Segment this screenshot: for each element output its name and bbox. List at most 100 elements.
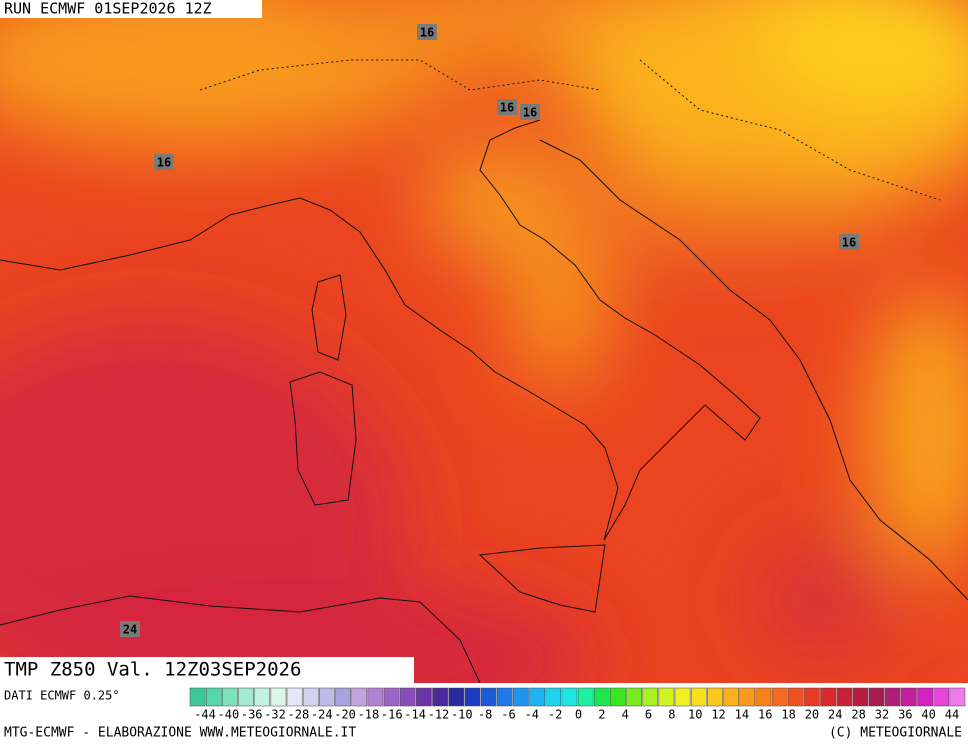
source-label: DATI ECMWF 0.25° — [4, 689, 120, 703]
colorbar-label: -28 — [288, 708, 310, 722]
colorbar-label: 40 — [921, 708, 935, 722]
footer-right: (C) METEOGIORNALE — [829, 726, 962, 741]
colorbar-label: -16 — [381, 708, 403, 722]
colorbar-cell — [626, 687, 642, 707]
header-box — [0, 0, 262, 18]
colorbar-label: 12 — [711, 708, 725, 722]
colorbar-label: -14 — [404, 708, 426, 722]
colorbar-cell — [561, 687, 578, 707]
colorbar-label: -20 — [334, 708, 356, 722]
colorbar-cell — [771, 687, 788, 707]
colorbar-cell — [286, 687, 303, 707]
colorbar-label: -10 — [451, 708, 473, 722]
colorbar-cell — [836, 687, 853, 707]
contour-label-box — [497, 99, 517, 115]
colorbar-cell — [901, 687, 917, 707]
contour-label: 16 — [500, 101, 514, 115]
colorbar-label: -8 — [478, 708, 492, 722]
colorbar-label: 44 — [945, 708, 959, 722]
colorbar-label: -32 — [264, 708, 286, 722]
colorbar-cell — [496, 687, 513, 707]
colorbar-label: -24 — [311, 708, 333, 722]
contour-label-box — [520, 104, 540, 120]
colorbar-cell — [254, 687, 271, 707]
colorbar-cell — [577, 687, 594, 707]
colorbar-cell — [383, 687, 400, 707]
colorbar-label: 24 — [828, 708, 842, 722]
colorbar-label: 16 — [758, 708, 772, 722]
colorbar-cell — [367, 687, 384, 707]
colorbar-cell — [351, 687, 368, 707]
colorbar-cell — [302, 687, 319, 707]
colorbar-cell — [804, 687, 820, 707]
colorbar-cell — [674, 687, 691, 707]
colorbar-cell — [787, 687, 804, 707]
coastlines — [0, 59, 968, 683]
panel-title: TMP Z850 Val. 12Z03SEP2026 — [4, 659, 301, 681]
colorbar-cell — [723, 687, 739, 707]
colorbar-cell — [513, 687, 529, 707]
run-label: RUN ECMWF 01SEP2026 12Z — [4, 0, 212, 18]
colorbar-label: 0 — [575, 708, 582, 722]
contour-label-box — [154, 154, 174, 170]
colorbar-label: 4 — [622, 708, 629, 722]
colorbar-label: -44 — [194, 708, 216, 722]
colorbar-cell — [658, 687, 675, 707]
colorbar-cell — [238, 687, 254, 707]
colorbar-label: -40 — [218, 708, 240, 722]
colorbar-cell — [464, 687, 481, 707]
colorbar-label: 14 — [735, 708, 749, 722]
colorbar-cell — [707, 687, 723, 707]
colorbar-cell — [593, 687, 610, 707]
colorbar-label: 36 — [898, 708, 912, 722]
colorbar-cell — [399, 687, 416, 707]
colorbar-cell — [545, 687, 562, 707]
colorbar-cell — [642, 687, 659, 707]
colorbar-cell — [432, 687, 448, 707]
colorbar-cell — [335, 687, 351, 707]
colorbar-label: -2 — [548, 708, 562, 722]
colorbar-cell — [739, 687, 756, 707]
colorbar-label: 6 — [645, 708, 652, 722]
contour-label: 24 — [123, 623, 137, 637]
colorbar-cell — [868, 687, 885, 707]
colorbar-cell — [917, 687, 933, 707]
contour-label-box — [120, 621, 140, 637]
colorbar-label: 28 — [851, 708, 865, 722]
colorbar-cell — [270, 687, 287, 707]
title-box — [0, 657, 414, 683]
colorbar-cell — [852, 687, 869, 707]
colorbar-label: -12 — [428, 708, 450, 722]
colorbar-cell — [690, 687, 707, 707]
colorbar-label: -18 — [358, 708, 380, 722]
colorbar-cell — [448, 687, 465, 707]
colorbar-label: 2 — [598, 708, 605, 722]
contour-label: 16 — [842, 236, 856, 250]
colorbar-cell — [610, 687, 626, 707]
colorbar-cell — [205, 687, 222, 707]
colorbar-cell — [529, 687, 545, 707]
colorbar-cell — [949, 687, 966, 707]
colorbar-label: -6 — [501, 708, 515, 722]
colorbar-cell — [820, 687, 836, 707]
colorbar-label: 10 — [688, 708, 702, 722]
colorbar-label: 8 — [668, 708, 675, 722]
contour-label-box — [417, 24, 437, 40]
colorbar-label: -4 — [525, 708, 539, 722]
colorbar-cell — [933, 687, 950, 707]
colorbar-label: -36 — [241, 708, 263, 722]
colorbar-cell — [189, 687, 206, 707]
colorbar-label: 18 — [781, 708, 795, 722]
contour-label-box — [839, 234, 859, 250]
colorbar-label: 20 — [805, 708, 819, 722]
colorbar-label: 32 — [875, 708, 889, 722]
contour-label: 16 — [523, 106, 537, 120]
colorbar-cell — [416, 687, 432, 707]
colorbar-cell — [222, 687, 238, 707]
colorbar-cell — [755, 687, 772, 707]
colorbar: -44 -40 -36 -32 -28 -24 -20 -18 -16 -14 -12 -10 -8 -6… — [189, 687, 966, 722]
footer-left: MTG-ECMWF - ELABORAZIONE WWW.METEOGIORNA… — [4, 726, 356, 741]
